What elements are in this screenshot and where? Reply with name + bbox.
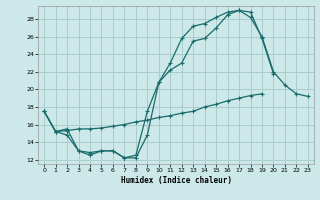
X-axis label: Humidex (Indice chaleur): Humidex (Indice chaleur) (121, 176, 231, 185)
